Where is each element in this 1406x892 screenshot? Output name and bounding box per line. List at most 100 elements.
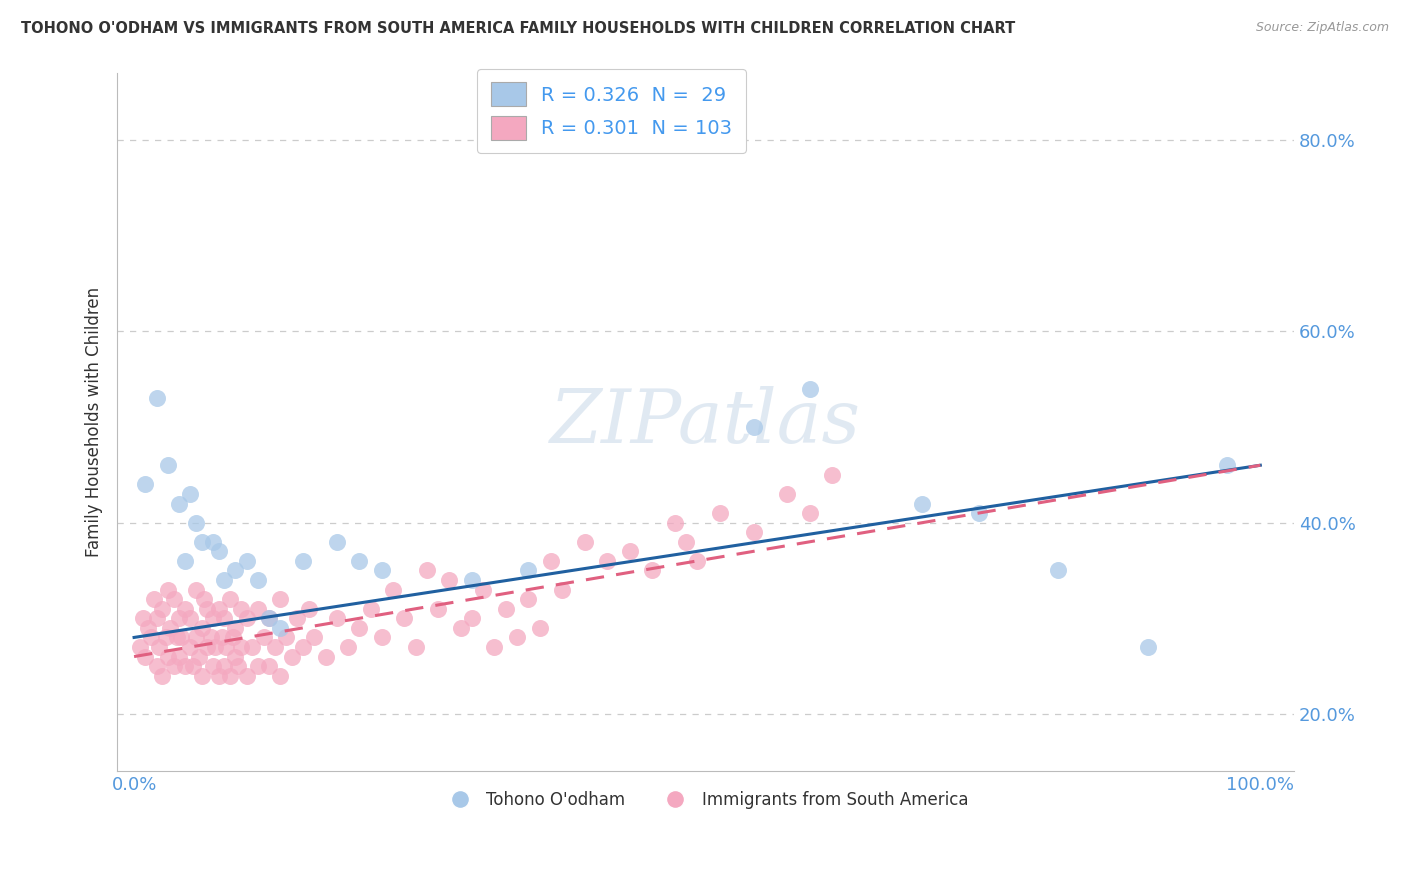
Point — [742, 420, 765, 434]
Point — [281, 649, 304, 664]
Point — [394, 611, 416, 625]
Point — [416, 564, 439, 578]
Point — [162, 592, 184, 607]
Point — [190, 669, 212, 683]
Point — [298, 601, 321, 615]
Point — [148, 640, 170, 654]
Point — [439, 573, 461, 587]
Point — [136, 621, 159, 635]
Point — [911, 496, 934, 510]
Point — [235, 669, 257, 683]
Point — [304, 631, 326, 645]
Point — [506, 631, 529, 645]
Point — [190, 621, 212, 635]
Point — [167, 496, 190, 510]
Point — [173, 554, 195, 568]
Point — [179, 640, 201, 654]
Point — [201, 659, 224, 673]
Y-axis label: Family Households with Children: Family Households with Children — [86, 287, 103, 558]
Point — [212, 611, 235, 625]
Point — [145, 659, 167, 673]
Point — [776, 487, 799, 501]
Point — [686, 554, 709, 568]
Point — [742, 525, 765, 540]
Point — [326, 611, 349, 625]
Point — [252, 631, 274, 645]
Text: ZIPatlas: ZIPatlas — [550, 386, 860, 458]
Point — [215, 640, 238, 654]
Point — [246, 573, 269, 587]
Point — [240, 640, 263, 654]
Point — [799, 382, 821, 396]
Point — [193, 592, 215, 607]
Point — [224, 649, 246, 664]
Point — [269, 621, 291, 635]
Point — [517, 592, 540, 607]
Point — [150, 669, 173, 683]
Point — [257, 611, 280, 625]
Point — [173, 659, 195, 673]
Point — [349, 621, 371, 635]
Point — [156, 458, 179, 473]
Point — [212, 659, 235, 673]
Point — [709, 506, 731, 520]
Point — [360, 601, 382, 615]
Point — [226, 659, 249, 673]
Point — [495, 601, 517, 615]
Point — [257, 659, 280, 673]
Point — [218, 669, 240, 683]
Point — [287, 611, 309, 625]
Point — [155, 631, 177, 645]
Point — [529, 621, 551, 635]
Point — [821, 467, 844, 482]
Point — [596, 554, 619, 568]
Point — [207, 669, 229, 683]
Point — [188, 649, 211, 664]
Point — [269, 669, 291, 683]
Point — [349, 554, 371, 568]
Point — [204, 640, 226, 654]
Point — [184, 582, 207, 597]
Point — [551, 582, 574, 597]
Point — [190, 534, 212, 549]
Point — [371, 564, 394, 578]
Point — [224, 564, 246, 578]
Point — [1046, 564, 1069, 578]
Point — [472, 582, 495, 597]
Point — [212, 573, 235, 587]
Point — [139, 631, 162, 645]
Point — [173, 601, 195, 615]
Point — [159, 621, 181, 635]
Point — [1136, 640, 1159, 654]
Point — [337, 640, 360, 654]
Point — [257, 611, 280, 625]
Point — [195, 601, 218, 615]
Point — [170, 631, 193, 645]
Point — [276, 631, 298, 645]
Point — [156, 582, 179, 597]
Point — [184, 631, 207, 645]
Point — [461, 573, 484, 587]
Point — [134, 649, 156, 664]
Point — [179, 487, 201, 501]
Point — [150, 601, 173, 615]
Point — [326, 534, 349, 549]
Point — [166, 631, 188, 645]
Point — [405, 640, 427, 654]
Point — [235, 554, 257, 568]
Point — [222, 631, 245, 645]
Point — [799, 506, 821, 520]
Point — [201, 611, 224, 625]
Point — [371, 631, 394, 645]
Point — [184, 516, 207, 530]
Point — [263, 640, 285, 654]
Point — [235, 611, 257, 625]
Point — [461, 611, 484, 625]
Point — [246, 601, 269, 615]
Point — [132, 611, 155, 625]
Point — [167, 649, 190, 664]
Point — [201, 534, 224, 549]
Point — [143, 592, 166, 607]
Point — [619, 544, 641, 558]
Text: TOHONO O'ODHAM VS IMMIGRANTS FROM SOUTH AMERICA FAMILY HOUSEHOLDS WITH CHILDREN : TOHONO O'ODHAM VS IMMIGRANTS FROM SOUTH … — [21, 21, 1015, 36]
